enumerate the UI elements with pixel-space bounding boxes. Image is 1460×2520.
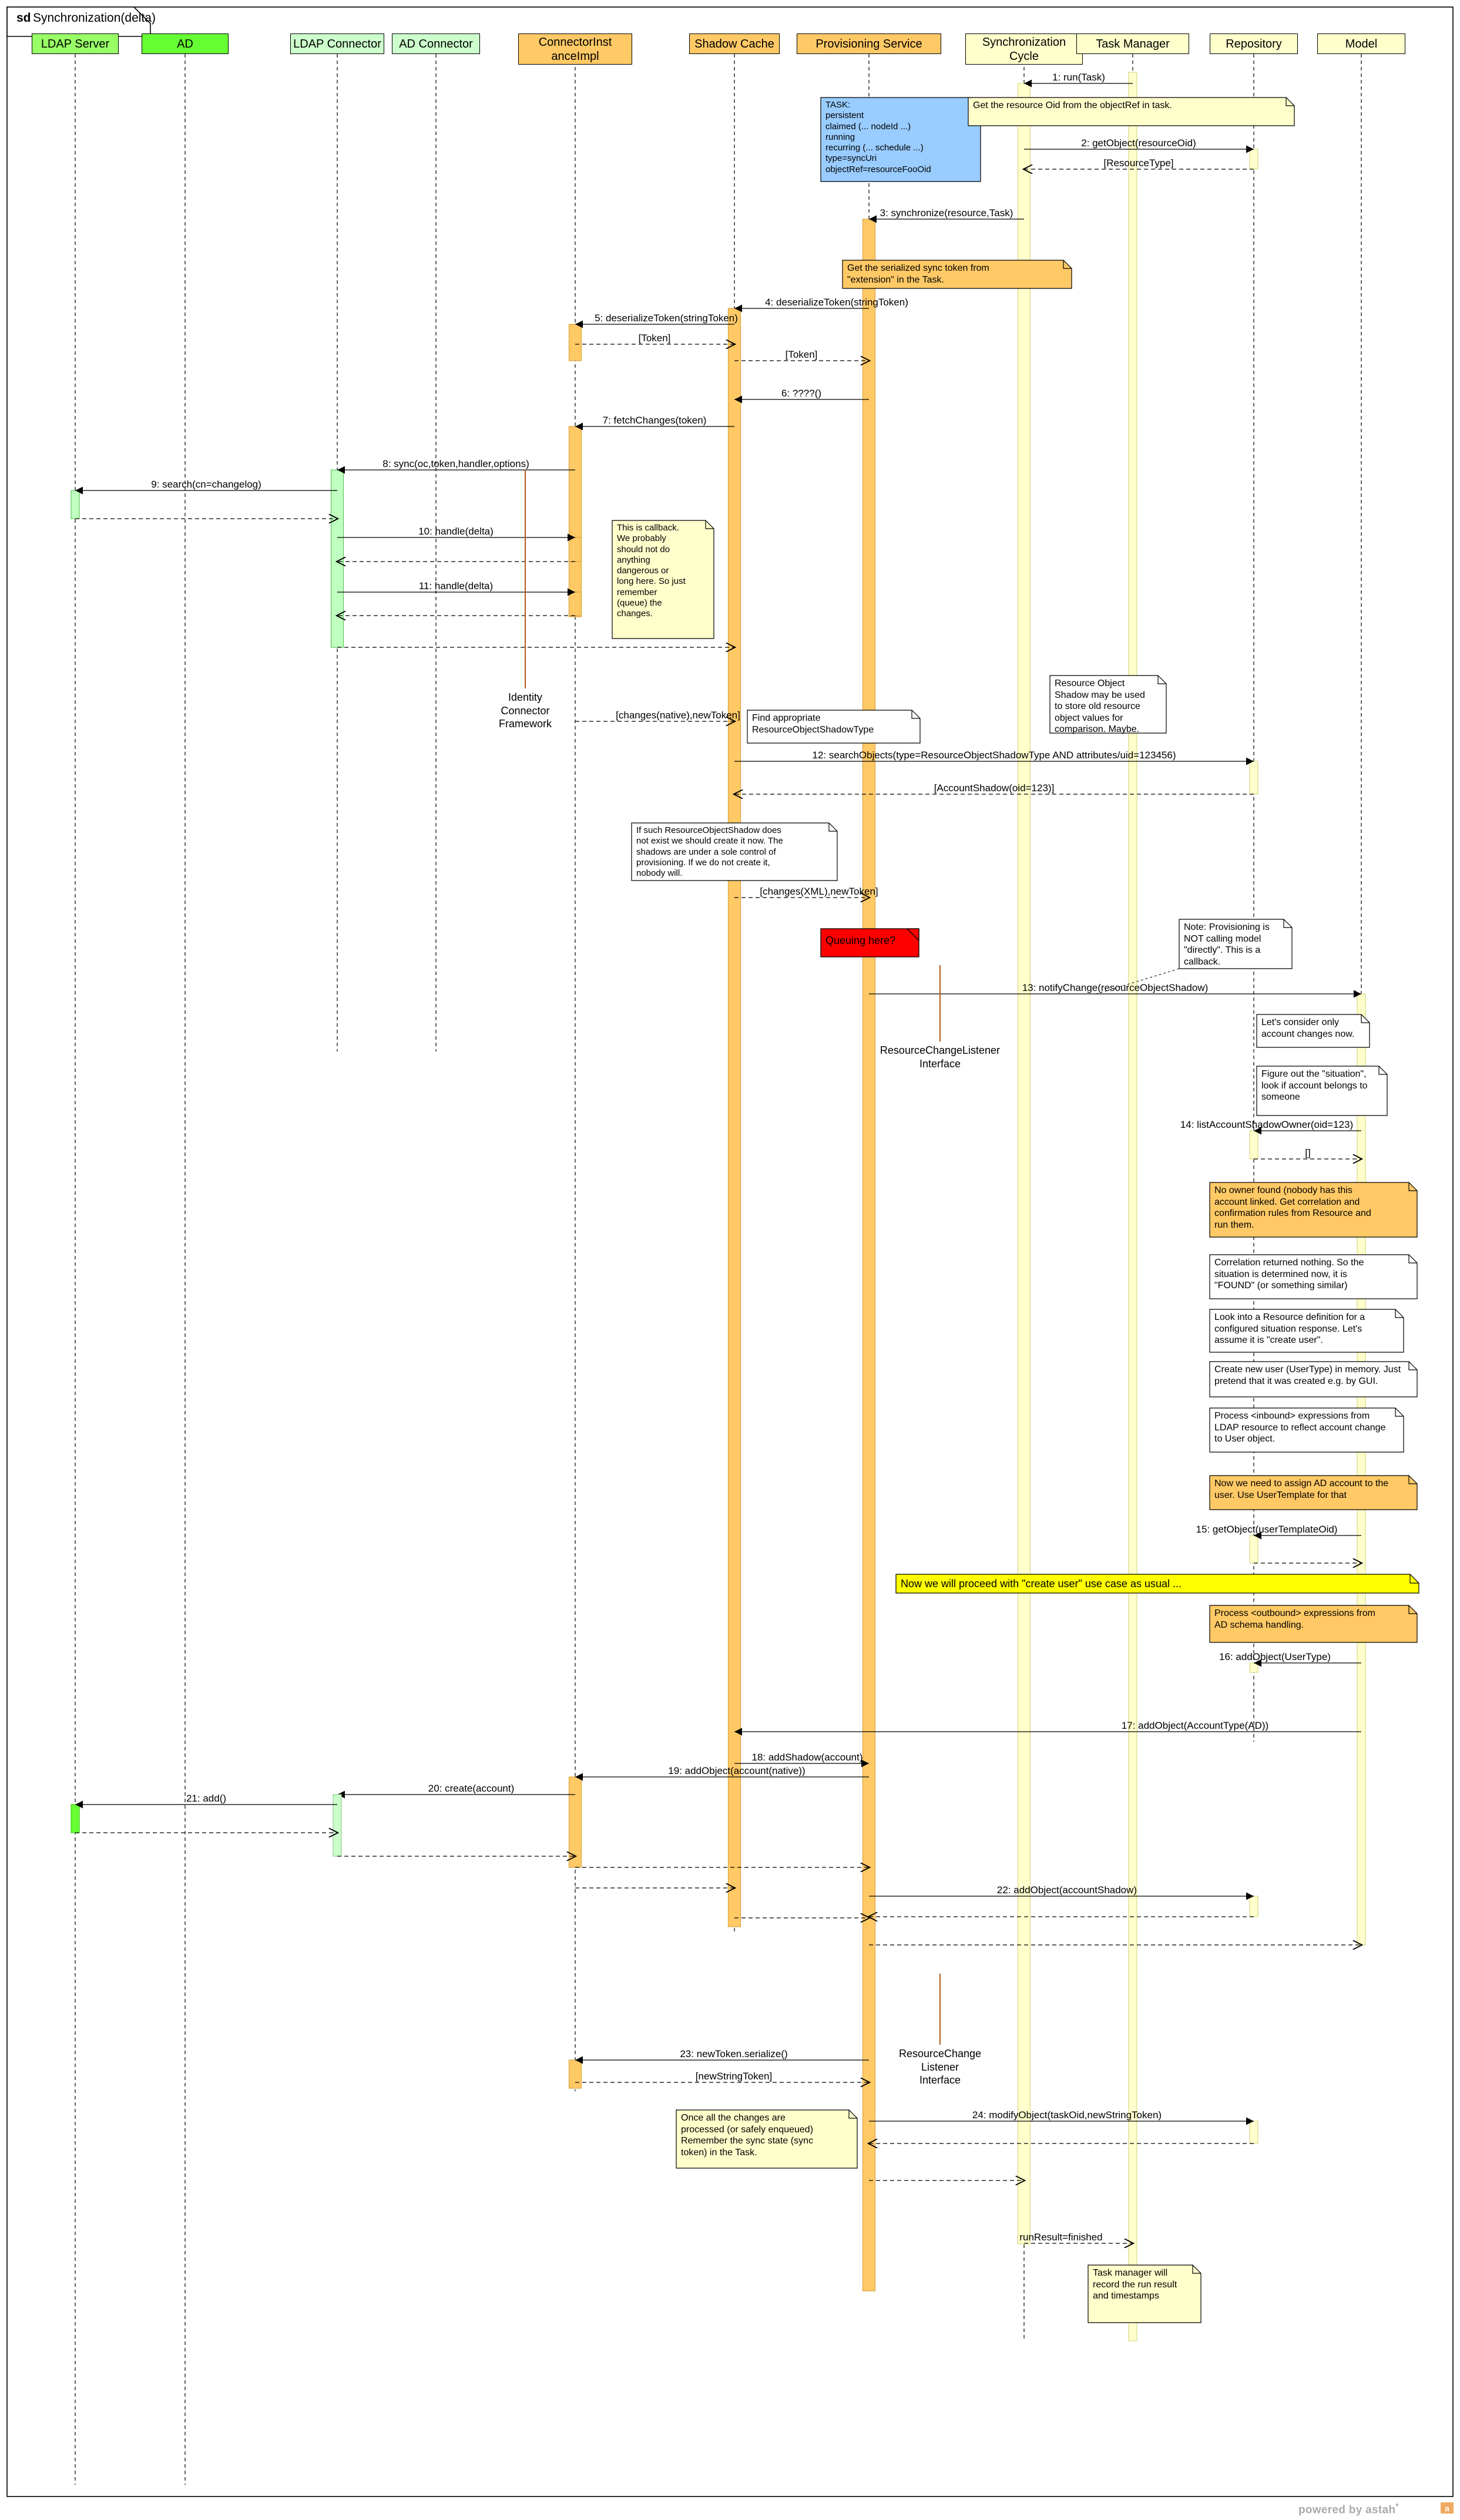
svg-text:a: a: [1445, 2504, 1449, 2513]
